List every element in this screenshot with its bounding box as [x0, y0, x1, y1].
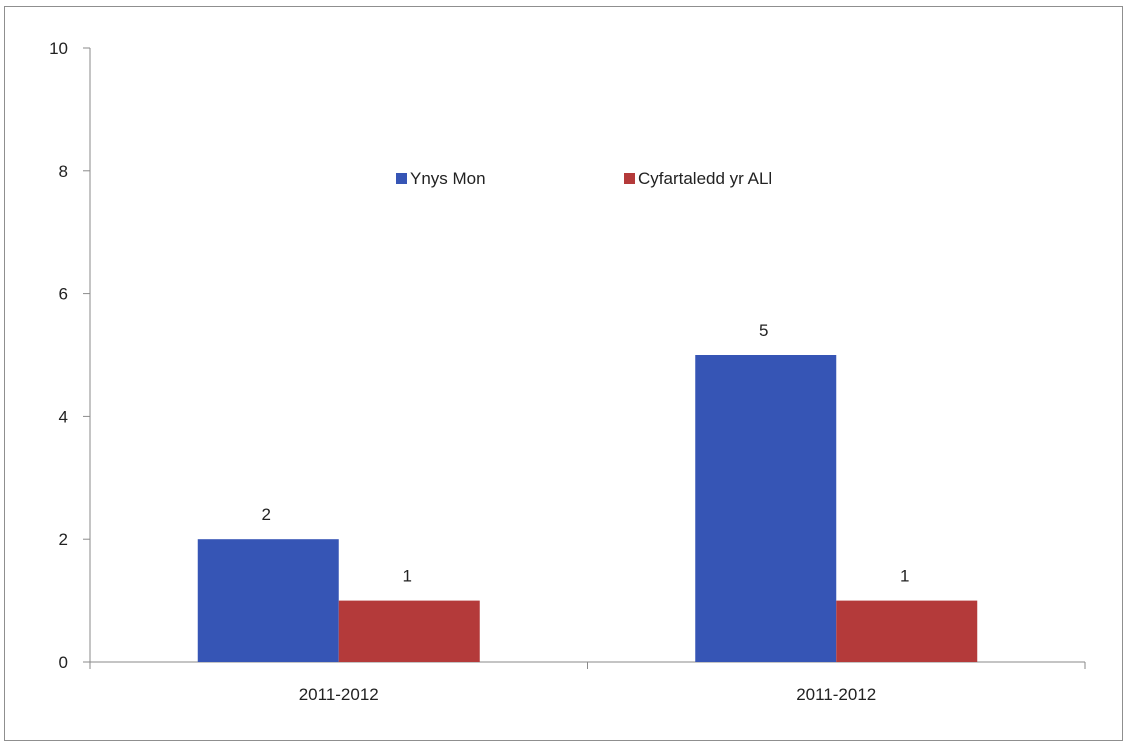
legend-swatch — [396, 173, 407, 184]
legend-label: Cyfartaledd yr ALl — [638, 169, 772, 188]
y-tick-label: 6 — [59, 285, 68, 304]
data-label: 1 — [403, 567, 412, 586]
bars — [197, 355, 978, 662]
legend-label: Ynys Mon — [410, 169, 486, 188]
legend-swatch — [624, 173, 635, 184]
y-tick-label: 8 — [59, 162, 68, 181]
legend: Ynys Mon Cyfartaledd yr ALl — [396, 169, 772, 188]
bar-cyfartaledd-yr-all — [836, 600, 978, 662]
x-tick-label: 2011-2012 — [299, 685, 379, 704]
y-tick-label: 2 — [59, 530, 68, 549]
y-tick-label: 0 — [59, 653, 68, 672]
data-labels: 2 1 5 1 — [262, 321, 910, 586]
bar-ynys-mon — [197, 539, 339, 662]
bar-ynys-mon — [695, 355, 837, 662]
x-axis: 2011-2012 2011-2012 — [89, 661, 1086, 704]
data-label: 1 — [900, 567, 909, 586]
y-tick-label: 10 — [49, 39, 68, 58]
x-tick-label: 2011-2012 — [796, 685, 876, 704]
y-tick-label: 4 — [59, 407, 68, 426]
y-axis: 0 2 4 6 8 10 — [49, 39, 91, 672]
data-label: 2 — [262, 505, 271, 524]
data-label: 5 — [759, 321, 768, 340]
bar-cyfartaledd-yr-all — [338, 600, 480, 662]
